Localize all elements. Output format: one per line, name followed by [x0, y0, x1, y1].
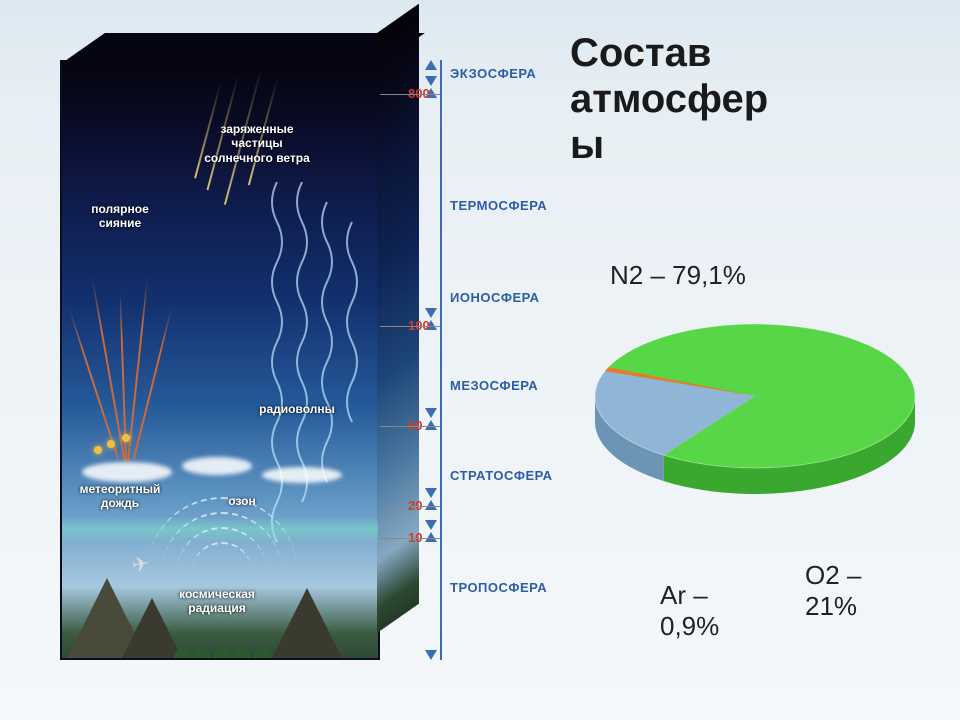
meteor-dot	[107, 440, 115, 448]
page-title: Состав атмосфер ы	[570, 30, 920, 168]
cloud	[182, 457, 252, 475]
cloud	[82, 462, 172, 482]
atmosphere-diagram: ✈ полярное сияние заряженные частицы сол…	[60, 40, 550, 680]
layer-label-мезосфера: МЕЗОСФЕРА	[450, 378, 538, 393]
layer-label-тропосфера: ТРОПОСФЕРА	[450, 580, 547, 595]
atmosphere-box: ✈ полярное сияние заряженные частицы сол…	[60, 60, 380, 660]
label-solar-wind: заряженные частицы солнечного ветра	[202, 122, 312, 165]
layer-label-термосфера: ТЕРМОСФЕРА	[450, 198, 547, 213]
airplane-icon: ✈	[130, 551, 151, 579]
layer-label-ионосфера: ИОНОСФЕРА	[450, 290, 540, 305]
label-cosmic: космическая радиация	[157, 587, 277, 616]
title-line1: Состав	[570, 31, 711, 75]
meteor-dot	[122, 434, 130, 442]
axis-line	[440, 60, 442, 660]
layer-label-стратосфера: СТРАТОСФЕРА	[450, 468, 553, 483]
cloud	[262, 467, 342, 483]
pie-label-ar: Ar – 0,9%	[660, 580, 719, 642]
title-line3: ы	[570, 123, 604, 167]
title-line2: атмосфер	[570, 77, 768, 121]
label-aurora: полярное сияние	[80, 202, 160, 231]
meteor-dot	[94, 446, 102, 454]
label-meteor: метеоритный дождь	[70, 482, 170, 511]
aurora-rays	[82, 262, 202, 462]
box-top-face	[62, 33, 425, 63]
radio-waves	[267, 182, 367, 542]
altitude-scale: ЭКЗОСФЕРА800ТЕРМОСФЕРАИОНОСФЕРА100МЕЗОСФ…	[430, 60, 550, 660]
layer-label-экзосфера: ЭКЗОСФЕРА	[450, 66, 536, 81]
pie-label-n2: N2 – 79,1%	[610, 260, 746, 291]
pie-chart	[590, 310, 930, 530]
trees	[172, 640, 272, 658]
mountain	[272, 588, 342, 658]
label-radio: радиоволны	[247, 402, 347, 416]
pie-label-o2: O2 – 21%	[805, 560, 861, 622]
label-ozone: озон	[212, 494, 272, 508]
